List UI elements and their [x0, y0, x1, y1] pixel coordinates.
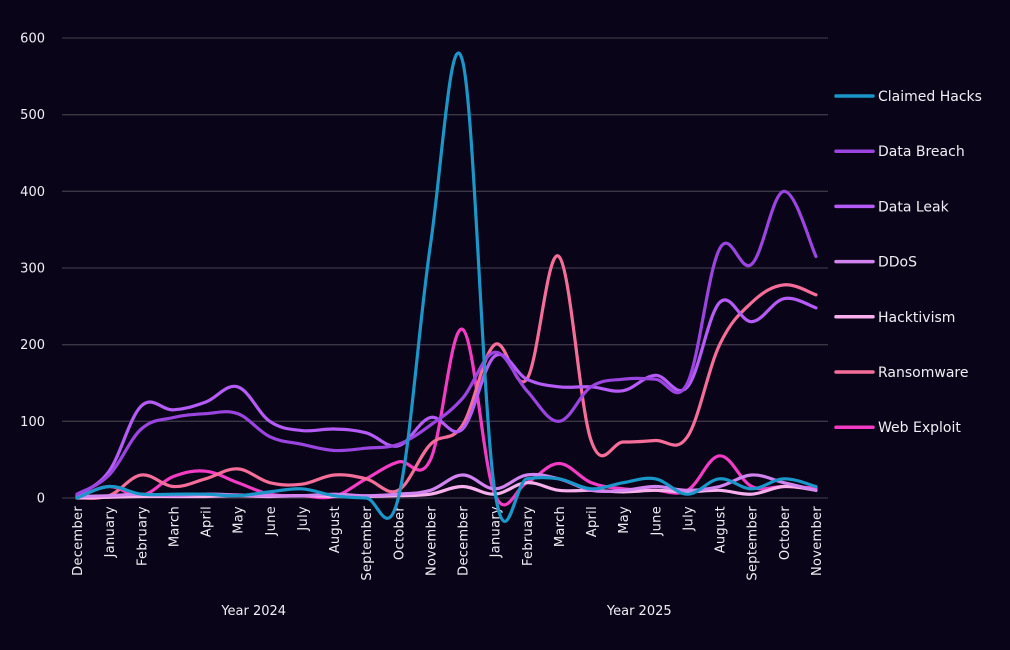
series-line-claimed-hacks	[75, 51, 818, 523]
legend-label: Data Breach	[878, 144, 965, 160]
y-tick-label: 600	[20, 32, 45, 47]
legend-item-claimed-hacks[interactable]: Claimed Hacks	[834, 89, 982, 105]
x-tick-label: October	[778, 506, 793, 560]
y-tick-label: 400	[20, 185, 45, 200]
legend-item-ransomware[interactable]: Ransomware	[834, 365, 968, 381]
x-tick-label: February	[135, 506, 150, 566]
x-tick-label: June	[264, 506, 279, 537]
series-lines	[75, 51, 818, 523]
y-tick-label: 500	[20, 108, 45, 123]
x-tick-label: August	[328, 506, 343, 553]
x-tick-label: January	[489, 506, 504, 558]
series-line-ransomware	[75, 254, 818, 500]
x-tick-label: December	[457, 506, 472, 576]
legend-item-data-breach[interactable]: Data Breach	[834, 144, 965, 160]
legend-item-data-leak[interactable]: Data Leak	[834, 199, 950, 215]
x-tick-label: June	[649, 506, 664, 537]
x-tick-label: July	[681, 506, 696, 532]
x-tick-label: February	[521, 506, 536, 566]
legend-item-web-exploit[interactable]: Web Exploit	[834, 420, 961, 436]
series-line-web-exploit	[75, 327, 818, 507]
x-tick-label: April	[200, 506, 215, 537]
series-line-data-breach	[75, 189, 818, 496]
x-tick-label: September	[360, 506, 375, 581]
x-tick-label: January	[103, 506, 118, 558]
x-tick-label: July	[296, 506, 311, 532]
legend-label: Claimed Hacks	[878, 89, 982, 105]
x-group-label: Year 2024	[220, 604, 286, 619]
x-tick-label: November	[424, 506, 439, 576]
x-axis-group-labels: Year 2024 Year 2025	[220, 604, 671, 619]
x-tick-label: May	[232, 506, 247, 534]
x-tick-label: September	[746, 506, 761, 581]
y-tick-label: 100	[20, 415, 45, 430]
legend: Claimed Hacks Data Breach Data Leak DDoS Hac…	[834, 89, 982, 436]
x-tick-label: December	[71, 506, 86, 576]
y-tick-label: 200	[20, 338, 45, 353]
x-tick-label: March	[553, 506, 568, 547]
x-tick-label: April	[585, 506, 600, 537]
y-tick-label: 300	[20, 262, 45, 277]
x-tick-label: August	[714, 506, 729, 553]
x-axis-ticks: December January February March April May June…	[71, 506, 825, 581]
legend-label: DDoS	[878, 255, 917, 271]
x-tick-label: March	[167, 506, 182, 547]
legend-label: Ransomware	[878, 365, 968, 381]
x-group-label: Year 2025	[606, 604, 672, 619]
x-tick-label: October	[392, 506, 407, 560]
legend-label: Web Exploit	[878, 420, 961, 436]
x-tick-label: November	[810, 506, 825, 576]
series-line-data-leak	[75, 296, 818, 498]
legend-label: Data Leak	[878, 199, 950, 215]
legend-item-ddos[interactable]: DDoS	[834, 255, 917, 271]
x-tick-label: May	[617, 506, 632, 534]
y-tick-label: 0	[37, 492, 45, 507]
legend-item-hacktivism[interactable]: Hacktivism	[834, 310, 955, 326]
legend-label: Hacktivism	[878, 310, 955, 326]
y-axis-ticks: 0 100 200 300 400 500 600	[20, 32, 45, 507]
